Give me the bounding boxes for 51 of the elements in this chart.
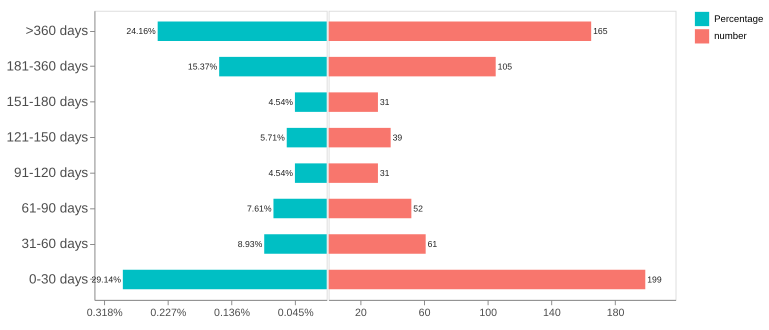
bar: [219, 56, 327, 76]
data-label: 39: [392, 132, 402, 142]
bar: [328, 21, 592, 41]
data-label: 61: [428, 238, 438, 249]
y-tick-label: 121-150 days: [6, 129, 88, 144]
bar: [273, 198, 327, 218]
bar: [122, 270, 327, 290]
x-tick-label: 0.227%: [150, 306, 187, 319]
x-tick-label: 140: [543, 306, 561, 319]
data-label: 15.37%: [188, 62, 218, 72]
data-label: 199: [647, 274, 662, 284]
bar: [328, 92, 378, 112]
data-label: 5.71%: [260, 132, 286, 142]
data-label: 4.54%: [268, 97, 294, 108]
legend-label: Percentage: [714, 14, 764, 25]
data-label: 31: [380, 97, 390, 108]
x-tick-label: 60: [418, 306, 431, 319]
data-label: 29.14%: [92, 274, 122, 284]
data-label: 24.16%: [126, 26, 156, 36]
x-tick-label: 0.136%: [214, 306, 251, 319]
bar: [286, 128, 327, 148]
legend-label: number: [714, 31, 748, 42]
bar: [328, 198, 412, 218]
y-tick-label: 151-180 days: [6, 94, 88, 109]
data-label: 165: [593, 26, 608, 36]
x-tick-label: 0.045%: [278, 306, 314, 319]
bar: [294, 92, 327, 112]
bar: [328, 270, 646, 290]
bar: [158, 21, 327, 41]
data-label: 8.93%: [238, 238, 263, 249]
x-tick-label: 20: [355, 306, 367, 319]
y-tick-label: 91-120 days: [14, 164, 88, 180]
bar: [294, 163, 327, 183]
bar: [264, 234, 327, 254]
y-tick-label: >360 days: [26, 23, 88, 38]
bar: [328, 56, 496, 76]
bar: [328, 128, 391, 148]
x-tick-label: 100: [479, 306, 498, 319]
x-tick-label: 0.318%: [86, 306, 124, 319]
data-label: 105: [498, 62, 512, 72]
data-label: 31: [380, 168, 390, 178]
bar: [328, 163, 378, 183]
data-label: 4.54%: [268, 168, 294, 178]
y-tick-label: 61-90 days: [21, 200, 88, 216]
x-tick-label: 180: [606, 306, 624, 319]
data-label: 52: [413, 203, 424, 214]
y-tick-label: 181-360 days: [6, 58, 88, 74]
bar: [328, 234, 426, 254]
y-tick-label: 31-60 days: [21, 236, 88, 251]
y-tick-label: 0-30 days: [28, 271, 88, 286]
data-label: 7.61%: [246, 203, 272, 214]
